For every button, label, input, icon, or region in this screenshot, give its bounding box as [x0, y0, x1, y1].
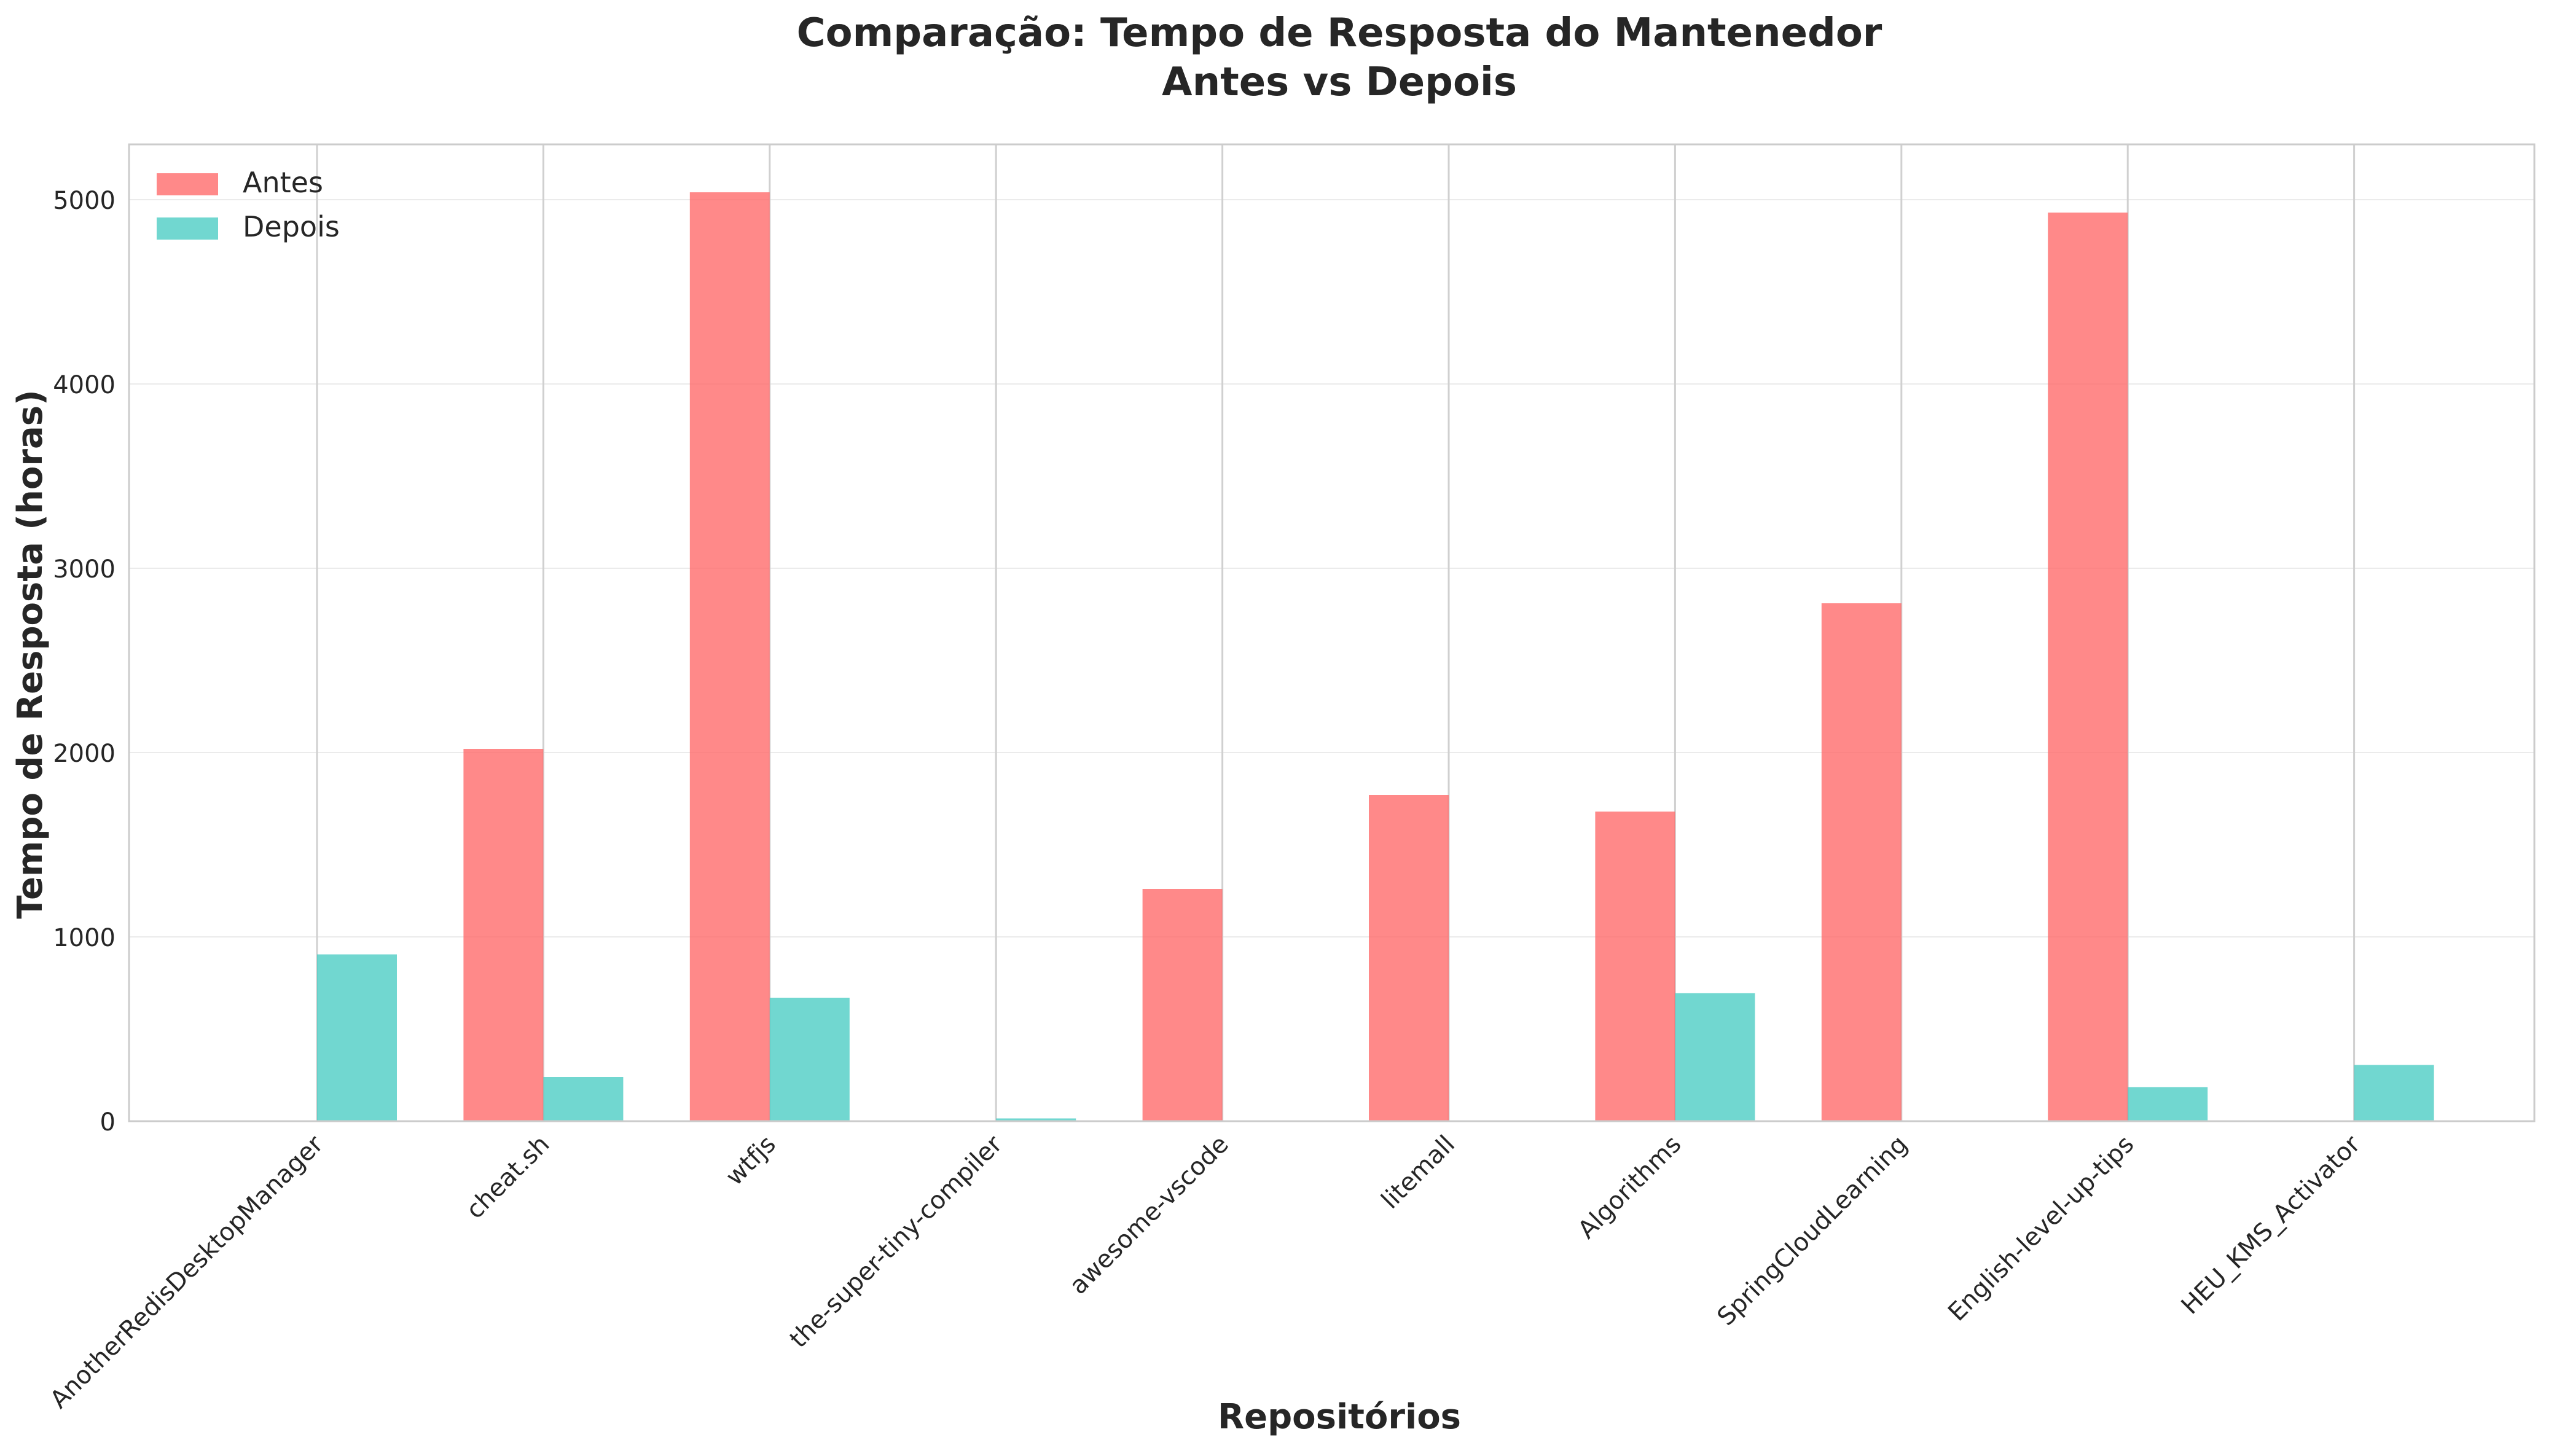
chart-title: Comparação: Tempo de Resposta do Mantene…	[797, 10, 1882, 56]
bar-antes	[1142, 889, 1223, 1121]
legend-swatch-antes	[157, 173, 218, 195]
bars	[317, 192, 2434, 1121]
y-tick-label: 4000	[53, 371, 116, 399]
plot-frame	[128, 143, 2536, 1122]
legend-label-depois: Depois	[243, 210, 340, 243]
bar-antes	[1369, 795, 1449, 1121]
y-tick-label: 0	[100, 1108, 116, 1137]
bar-antes	[1595, 812, 1675, 1121]
bar-antes	[1821, 603, 1902, 1121]
bar-antes	[2048, 213, 2128, 1121]
bar-depois	[2354, 1065, 2434, 1121]
y-axis-label: Tempo de Resposta (horas)	[10, 389, 50, 918]
y-tick-labels: 0 1000 2000 3000 4000 5000	[53, 187, 116, 1137]
bar-depois	[543, 1077, 624, 1121]
bar-depois	[1675, 993, 1755, 1121]
bar-depois	[317, 954, 397, 1121]
legend: Antes Depois	[157, 166, 340, 243]
chart-subtitle: Antes vs Depois	[1162, 60, 1517, 105]
legend-label-antes: Antes	[243, 166, 323, 199]
y-tick-label: 1000	[53, 924, 116, 952]
bar-depois	[769, 998, 850, 1121]
bar-antes	[463, 749, 544, 1121]
bar-depois	[2128, 1087, 2208, 1121]
bar-antes	[689, 192, 770, 1121]
y-tick-label: 2000	[53, 740, 116, 768]
bar-depois	[996, 1118, 1076, 1121]
x-axis-label: Repositórios	[1218, 1397, 1461, 1437]
legend-swatch-depois	[157, 217, 218, 240]
y-tick-label: 5000	[53, 187, 116, 215]
y-tick-label: 3000	[53, 555, 116, 584]
